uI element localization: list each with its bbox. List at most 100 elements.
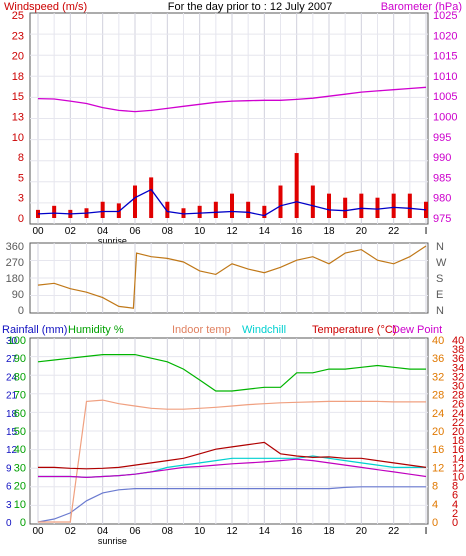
y-tick-label: 28 (452, 390, 464, 402)
x-tick-label: I (425, 226, 428, 237)
gust-bar (407, 193, 412, 218)
y-tick-label: 5 (18, 172, 24, 184)
y-tick-label: 40 (452, 335, 464, 347)
gust-bar (294, 153, 299, 218)
barometer-axis: 1025 1020 1015 1010 1005 1000 995 990 985 980 975 (433, 10, 457, 225)
gust-bar (100, 201, 105, 218)
chart-title: For the day prior to : 12 July 2007 (168, 1, 332, 13)
y-tick-label: 9 (6, 463, 12, 474)
x-tick-label: 10 (194, 526, 206, 537)
y-tick-label: 23 (12, 30, 24, 42)
y-tick-label: 4 (432, 499, 438, 511)
sunrise-label: sunrise (98, 536, 127, 546)
y-tick-label: 8 (432, 481, 438, 493)
gust-bar (391, 193, 396, 218)
gust-bar (246, 201, 251, 218)
y-tick-label: 80 (14, 371, 26, 383)
temperature-axis: 4036322824201612840403836343230282624222… (432, 335, 464, 529)
x-tick-label: 04 (97, 226, 109, 237)
gust-bar (36, 209, 40, 218)
y-tick-label: 12 (452, 462, 464, 474)
y-tick-label: 1015 (433, 51, 457, 63)
y-tick-label: 8 (452, 481, 458, 493)
temperature-c-line (38, 441, 427, 470)
y-tick-label: 12 (6, 445, 18, 456)
y-tick-label: 6 (6, 482, 12, 493)
x-tick-label: 20 (356, 526, 368, 537)
direction-axis: 360 270 180 90 0 (6, 241, 24, 317)
x-tick-label: 18 (323, 226, 335, 237)
y-tick-label: 10 (14, 499, 26, 511)
y-tick-label: 38 (452, 344, 464, 356)
y-tick-label: 20 (452, 426, 464, 438)
gust-bar (213, 201, 218, 218)
y-tick-label: 14 (452, 453, 464, 465)
gust-bar (149, 177, 154, 218)
x-tick-label: 20 (356, 226, 368, 237)
y-tick-label: 3 (18, 193, 24, 205)
y-tick-label: 990 (433, 152, 451, 164)
x-tick-label: 08 (162, 526, 174, 537)
x-tick-label: 16 (291, 226, 303, 237)
y-tick-label: 60 (14, 408, 26, 420)
x-tick-label: 12 (226, 226, 238, 237)
y-tick-label: 50 (14, 426, 26, 438)
x-tick-label: 14 (259, 226, 271, 237)
x-tick-label: 04 (97, 526, 109, 537)
y-tick-label: 1005 (433, 91, 457, 103)
y-tick-label: 0 (18, 305, 24, 317)
y-tick-label: N (436, 241, 444, 253)
y-tick-label: 24 (452, 408, 464, 420)
y-tick-label: 24 (6, 372, 18, 383)
y-tick-label: 12 (432, 462, 444, 474)
sunrise-label: sunrise (98, 236, 127, 246)
y-tick-label: 36 (452, 353, 464, 365)
temperature-panel-series (37, 354, 427, 523)
x-tick-label: 22 (388, 226, 400, 237)
gust-bar (197, 205, 202, 218)
gust-bar (343, 197, 348, 218)
y-tick-label: 15 (12, 91, 24, 103)
x-tick-label: 00 (32, 526, 44, 537)
gust-bar (165, 201, 170, 218)
y-tick-label: 10 (12, 132, 24, 144)
gust-bar (310, 185, 315, 218)
y-tick-label: 8 (18, 152, 24, 164)
y-tick-label: 20 (432, 426, 444, 438)
legend-label: Rainfall (mm) (2, 324, 67, 336)
y-tick-label: 995 (433, 132, 451, 144)
y-tick-label: W (436, 257, 447, 269)
x-tick-label: I (425, 526, 428, 537)
wind-panel-series (36, 86, 428, 218)
windspeed-axis: 25 23 20 18 15 13 10 8 5 3 0 (12, 10, 24, 225)
temperature-panel: 3027242118151296301009080706050403020100… (6, 335, 464, 546)
y-tick-label: 980 (433, 193, 451, 205)
y-tick-label: 16 (432, 444, 444, 456)
wind-average-line (37, 188, 427, 217)
x-tick-label: 14 (259, 526, 271, 537)
y-tick-label: 15 (6, 427, 18, 438)
y-tick-label: 180 (6, 273, 24, 285)
y-tick-label: 4 (452, 499, 458, 511)
y-tick-label: 6 (452, 490, 458, 502)
y-tick-label: 30 (452, 381, 464, 393)
temperature-panel-legend: Rainfall (mm) Humidity % Indoor temp Windch… (2, 324, 442, 336)
y-tick-label: 1020 (433, 30, 457, 42)
x-tick-label: 18 (323, 526, 335, 537)
indoor-temp-line (38, 399, 426, 523)
y-tick-label: 25 (12, 10, 24, 22)
y-tick-label: 26 (452, 399, 464, 411)
gust-bar (230, 193, 234, 218)
x-tick-label: 02 (65, 226, 77, 237)
legend-label: Dew Point (392, 324, 442, 336)
y-tick-label: 0 (432, 517, 438, 529)
gust-bar (262, 205, 267, 218)
y-tick-label: 16 (452, 444, 464, 456)
barometer-line (37, 86, 427, 113)
y-tick-label: N (436, 305, 444, 317)
